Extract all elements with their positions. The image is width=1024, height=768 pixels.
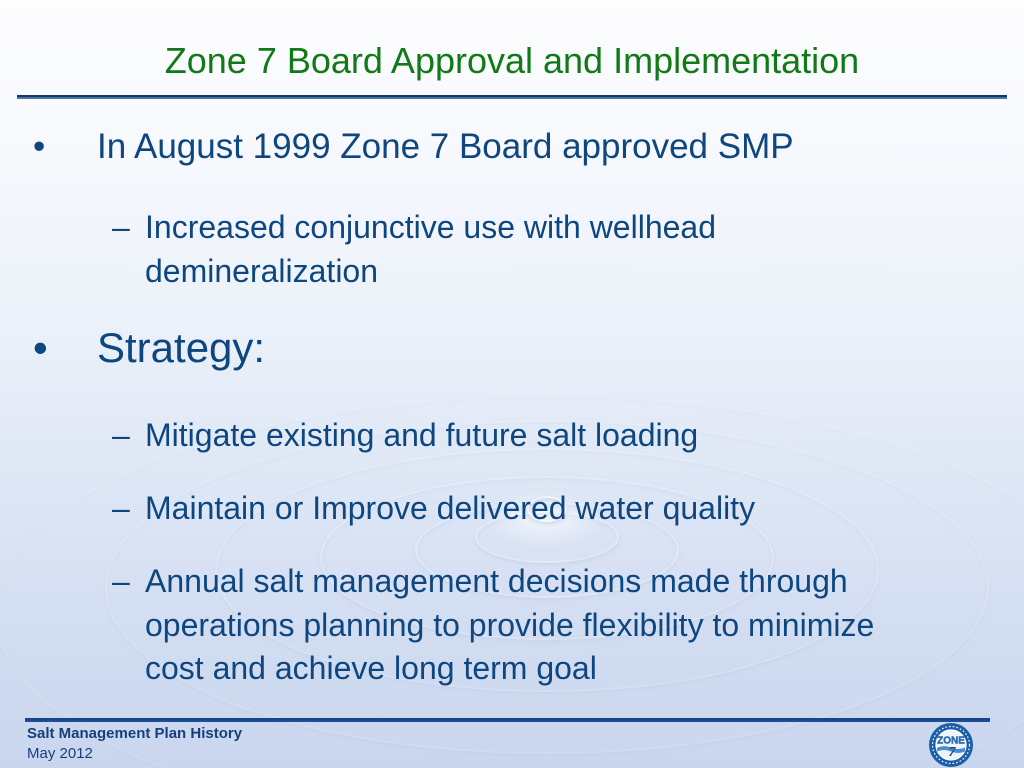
ripple-ring [105, 420, 989, 754]
sub-bullet-text: Maintain or Improve delivered water qual… [145, 490, 756, 526]
sub-bullet-item: – Maintain or Improve delivered water qu… [0, 487, 1024, 531]
bullet-text: In August 1999 Zone 7 Board approved SMP [97, 127, 794, 166]
title-divider [17, 95, 1007, 99]
bullet-icon: • [33, 324, 48, 371]
slide-title: Zone 7 Board Approval and Implementation [164, 40, 860, 81]
bullet-icon: • [33, 127, 46, 166]
sub-bullet-item: – Mitigate existing and future salt load… [0, 414, 1024, 458]
sub-bullet-item: – Increased conjunctive use with wellhea… [0, 206, 1024, 293]
ripple-ring [215, 448, 879, 692]
bullet-item: • In August 1999 Zone 7 Board approved S… [0, 126, 1024, 169]
bullet-item: • Strategy: [0, 323, 1024, 373]
footer-date: May 2012 [27, 745, 93, 762]
sub-bullet-text: Annual salt management decisions made th… [145, 563, 875, 687]
footer-divider [25, 718, 990, 722]
ripple-ring [527, 496, 567, 522]
sub-bullet-item: – Annual salt management decisions made … [0, 560, 1024, 691]
ripple-ring [0, 395, 1024, 768]
logo-number-text: 7 [949, 745, 957, 760]
bullet-text: Strategy: [97, 324, 266, 371]
sub-bullet-text: Mitigate existing and future salt loadin… [145, 417, 699, 453]
footer-title: Salt Management Plan History [27, 725, 243, 742]
dash-icon: – [112, 490, 130, 526]
sub-bullet-text: Increased conjunctive use with wellhead … [145, 209, 716, 289]
logo-org-text: ZONE [937, 736, 965, 747]
dash-icon: – [112, 563, 130, 599]
ripple-ring [320, 476, 774, 640]
zone7-logo-icon: ZONE 7 [929, 723, 973, 767]
dash-icon: – [112, 209, 130, 245]
dash-icon: – [112, 417, 130, 453]
